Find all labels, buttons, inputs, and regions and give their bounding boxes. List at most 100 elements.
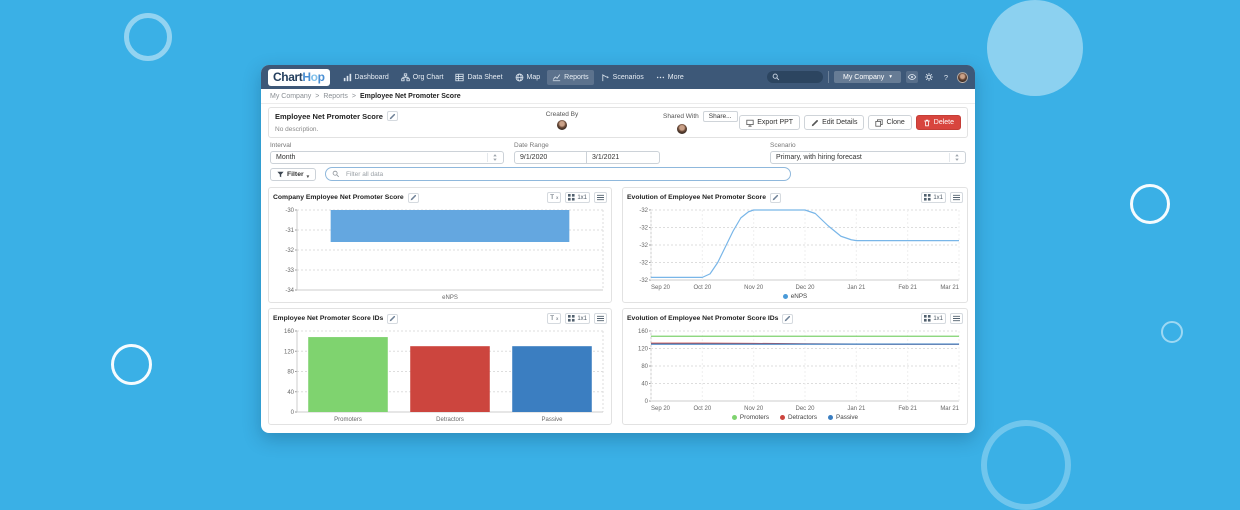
pencil-icon (785, 315, 791, 322)
chart-menu-button[interactable] (950, 313, 963, 324)
company-menu-button[interactable]: My Company ▾ (834, 71, 901, 83)
filter-menu-button[interactable]: Filter ▾ (270, 167, 317, 181)
decor-circle-outline (981, 420, 1071, 510)
export-ppt-button[interactable]: Export PPT (739, 115, 801, 130)
share-button[interactable]: Share... (702, 111, 738, 122)
breadcrumb: My Company > Reports > Employee Net Prom… (261, 89, 975, 104)
svg-text:-32: -32 (639, 261, 648, 267)
view-toggle-button[interactable] (906, 71, 918, 83)
nav-item-more[interactable]: More (651, 70, 689, 85)
nav-item-data-sheet[interactable]: Data Sheet (450, 70, 507, 85)
svg-text:Mar 21: Mar 21 (940, 285, 959, 291)
grid-size-button[interactable]: 1x1 (921, 313, 946, 324)
svg-text:Mar 21: Mar 21 (940, 406, 959, 412)
legend-dot (782, 294, 788, 299)
pencil-icon (389, 315, 396, 322)
chart-menu-button[interactable] (594, 313, 607, 324)
edit-chart-button[interactable] (407, 192, 419, 203)
breadcrumb-my-company[interactable]: My Company (270, 92, 312, 100)
settings-button[interactable] (923, 71, 935, 83)
shared-with-avatar[interactable] (677, 124, 687, 134)
created-by-label: Created By (545, 111, 579, 118)
legend-item-detractors: Detractors (779, 414, 817, 421)
date-range-label: Date Range (514, 142, 549, 149)
legend-dot (828, 415, 834, 420)
funnel-icon (277, 171, 284, 177)
grid-size-button[interactable]: 1x1 (921, 192, 946, 203)
edit-details-button[interactable]: Edit Details (804, 115, 865, 130)
chart-legend: Promoters Detractors Passive (623, 412, 967, 423)
chart-title: Evolution of Employee Net Promoter Score… (627, 315, 779, 322)
app-window: ChartHop Dashboard Org Chart Data Sheet … (261, 65, 975, 433)
svg-text:Detractors: Detractors (436, 417, 464, 423)
help-button[interactable]: ? (940, 71, 952, 83)
hamburger-icon (597, 194, 604, 201)
copy-icon (875, 118, 884, 127)
org-chart-icon (400, 72, 410, 81)
pencil-icon (811, 119, 819, 126)
search-icon (772, 73, 780, 81)
user-avatar[interactable] (957, 71, 968, 83)
clone-button[interactable]: Clone (868, 115, 912, 130)
search-icon (332, 170, 340, 178)
svg-text:Passive: Passive (541, 417, 563, 423)
enps-ids-evolution-chart-card: Evolution of Employee Net Promoter Score… (622, 308, 968, 425)
edit-title-button[interactable] (386, 111, 398, 121)
grid-icon (924, 194, 931, 201)
filter-all-data-input[interactable] (343, 169, 785, 179)
nav-item-map[interactable]: Map (510, 70, 546, 85)
nav-item-scenarios[interactable]: Scenarios (596, 70, 649, 85)
filter-search-box (325, 167, 792, 181)
scenarios-icon (602, 73, 609, 81)
grid-size-button[interactable]: 1x1 (565, 192, 590, 203)
svg-text:160: 160 (638, 329, 649, 335)
svg-text:40: 40 (287, 390, 294, 396)
decor-circle-outline (1161, 321, 1183, 343)
edit-chart-button[interactable] (782, 313, 794, 324)
chart-menu-button[interactable] (594, 192, 607, 203)
interval-select[interactable]: Month (270, 151, 504, 164)
legend-item-passive: Passive (828, 414, 858, 421)
grid-icon (568, 315, 575, 322)
legend-item-enps: eNPS (782, 293, 807, 300)
grid-size-button[interactable]: 1x1 (565, 313, 590, 324)
date-start-input[interactable] (514, 151, 587, 164)
svg-text:-32: -32 (639, 278, 648, 284)
nav-item-dashboard[interactable]: Dashboard (338, 70, 394, 85)
decor-circle-outline (111, 344, 152, 385)
nav-item-label: More (667, 73, 684, 81)
nav-item-label: Dashboard (354, 73, 389, 81)
nav-item-label: Reports (564, 73, 589, 81)
nav-item-label: Org Chart (412, 73, 444, 81)
svg-text:Sep 20: Sep 20 (651, 406, 671, 412)
svg-text:-34: -34 (285, 288, 294, 294)
grid-icon (568, 194, 575, 201)
nav-item-reports[interactable]: Reports (547, 69, 594, 85)
global-search-input[interactable] (767, 71, 823, 83)
svg-text:0: 0 (645, 399, 649, 405)
svg-text:Dec 20: Dec 20 (795, 285, 815, 291)
breadcrumb-reports[interactable]: Reports (323, 92, 348, 100)
svg-text:120: 120 (284, 349, 295, 355)
chart-title: Employee Net Promoter Score IDs (273, 315, 384, 322)
svg-text:-32: -32 (639, 208, 648, 214)
chart-menu-button[interactable] (950, 192, 963, 203)
delete-button[interactable]: Delete (915, 115, 961, 130)
svg-text:-32: -32 (639, 226, 648, 232)
scenario-select[interactable]: Primary, with hiring forecast (770, 151, 966, 164)
created-by-avatar[interactable] (557, 120, 567, 130)
edit-chart-button[interactable] (770, 192, 781, 203)
svg-text:-31: -31 (285, 228, 294, 234)
scenario-control: Scenario Primary, with hiring forecast (770, 142, 966, 164)
charthop-logo[interactable]: ChartHop (268, 68, 330, 86)
shared-with-block: Shared With Share... (663, 111, 738, 134)
edit-chart-button[interactable] (387, 313, 399, 324)
svg-text:Oct 20: Oct 20 (693, 406, 711, 412)
date-end-input[interactable] (587, 151, 660, 164)
nav-item-org-chart[interactable]: Org Chart (396, 70, 449, 85)
svg-text:Dec 20: Dec 20 (795, 406, 815, 412)
